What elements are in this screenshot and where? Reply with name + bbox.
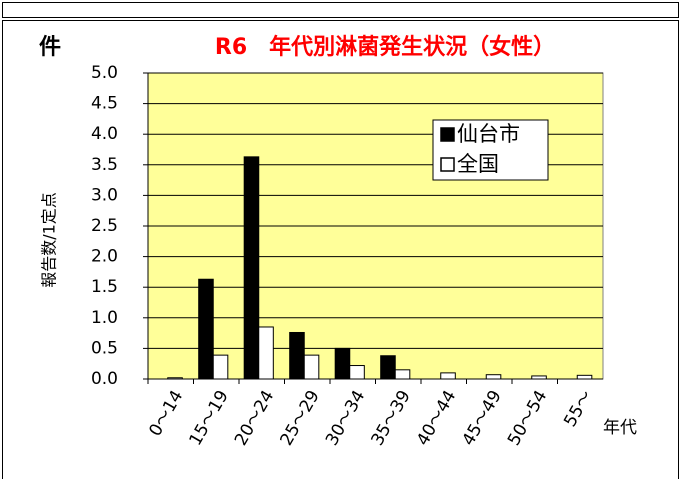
x-tick-label: 20～24 [231, 387, 278, 449]
x-tick-label: 45～49 [458, 387, 505, 449]
bar [394, 369, 411, 380]
x-tick-label: 50～54 [504, 387, 551, 449]
y-tick-label: 0.5 [91, 338, 118, 358]
bar [349, 365, 365, 380]
frame [2, 20, 679, 479]
bar [212, 354, 229, 380]
bar [303, 354, 320, 380]
x-tick-label: 40～44 [413, 387, 460, 449]
x-tick-label: 15～19 [185, 387, 232, 449]
unit-label: 件 [39, 35, 61, 60]
legend-swatch [440, 157, 455, 172]
bar [289, 331, 305, 380]
x-tick-label: 55～ [560, 387, 597, 430]
bar [243, 156, 260, 380]
y-tick-label: 4.0 [91, 124, 118, 144]
y-tick-label: 4.5 [91, 94, 118, 114]
y-tick-label: 5.0 [91, 63, 118, 83]
y-tick-label: 0.0 [91, 369, 118, 389]
y-tick-label: 1.5 [91, 277, 118, 297]
y-tick-label: 1.0 [91, 308, 118, 328]
x-tick-label: 0～14 [145, 387, 187, 440]
bar [576, 374, 593, 380]
bar [334, 347, 351, 380]
x-tick-label: 25～29 [276, 387, 323, 449]
bar [258, 326, 274, 380]
x-tick-label: 30～34 [322, 387, 369, 449]
top-frame [2, 2, 679, 18]
y-tick-label: 3.5 [91, 155, 118, 175]
bar [440, 372, 456, 380]
bar [485, 374, 502, 380]
y-axis-label: 報告数/1定点 [40, 192, 59, 288]
y-tick-label: 3.0 [91, 185, 118, 205]
bar [380, 355, 396, 380]
legend-label: 仙台市 [457, 122, 520, 146]
y-tick-label: 2.0 [91, 247, 118, 267]
chart-title: R6 年代別淋菌発生状況（女性） [215, 34, 555, 60]
legend-swatch [440, 127, 455, 142]
x-tick-label: 35～39 [367, 387, 414, 449]
x-axis-label: 年代 [603, 418, 637, 438]
bar [198, 278, 214, 380]
legend-label: 全国 [457, 152, 499, 176]
y-tick-label: 2.5 [91, 216, 118, 236]
